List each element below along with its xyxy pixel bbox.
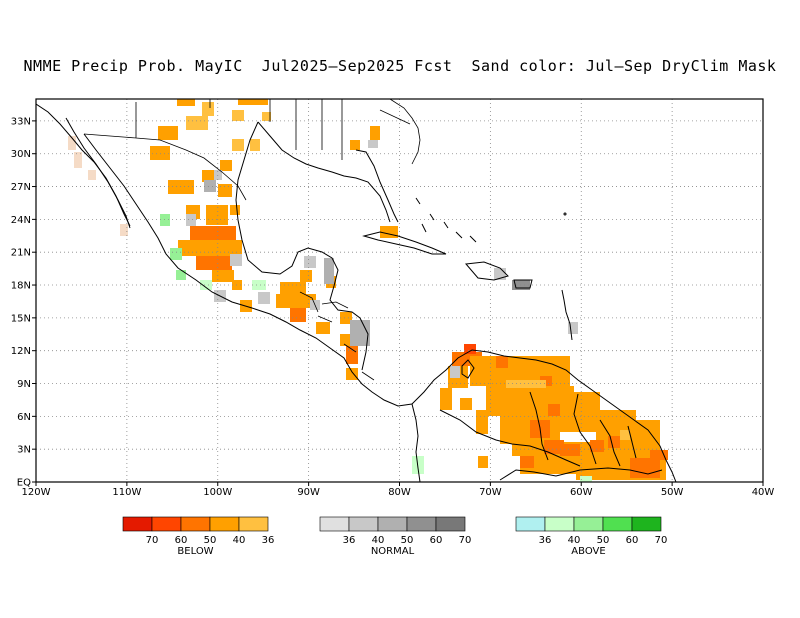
legend-tick-label: 60	[626, 535, 639, 546]
lon-tick-label: 120W	[22, 487, 51, 498]
legend-category-label: NORMAL	[371, 546, 415, 557]
legend-tick-label: 40	[233, 535, 246, 546]
country-borders	[83, 99, 438, 381]
legend-tick-label: 36	[539, 535, 552, 546]
longitude-axis: 120W 110W 100W 90W 80W 70W 60W 50W 40W	[22, 482, 775, 498]
legend-tick-label: 70	[459, 535, 472, 546]
lat-tick-label: EQ	[17, 478, 31, 489]
lat-tick-label: 33N	[11, 116, 31, 127]
legend-tick-label: 70	[146, 535, 159, 546]
lon-tick-label: 50W	[661, 487, 684, 498]
normal-cells	[186, 140, 578, 378]
legend-below: 70 60 50 40 36 BELOW	[122, 516, 275, 557]
lat-tick-label: 18N	[11, 281, 31, 292]
lat-tick-label: 9N	[17, 379, 31, 390]
lat-tick-label: 27N	[11, 182, 31, 193]
legend-tick-label: 60	[175, 535, 188, 546]
legend-tick-label: 36	[343, 535, 356, 546]
probability-cells	[68, 99, 668, 482]
lat-tick-label: 30N	[11, 149, 31, 160]
lat-tick-label: 6N	[17, 412, 31, 423]
legend-swatch	[348, 516, 379, 532]
legend-swatch	[151, 516, 182, 532]
lat-tick-label: 21N	[11, 248, 31, 259]
legend-normal: 36 40 50 60 70 NORMAL	[319, 516, 472, 557]
legend-tick-label: 60	[430, 535, 443, 546]
lon-tick-label: 60W	[570, 487, 593, 498]
legend-above: 36 40 50 60 70 ABOVE	[515, 516, 668, 557]
legend-swatch	[406, 516, 437, 532]
legend-tick-label: 50	[401, 535, 414, 546]
lat-tick-label: 15N	[11, 313, 31, 324]
lon-tick-label: 80W	[388, 487, 411, 498]
legend-swatch	[631, 516, 662, 532]
legend-swatch	[238, 516, 269, 532]
legend-swatch	[319, 516, 350, 532]
map-title: NMME Precip Prob. MayIC Jul2025–Sep2025 …	[23, 57, 777, 75]
legend-swatch	[515, 516, 546, 532]
lon-tick-label: 110W	[112, 487, 141, 498]
legend-tick-label: 40	[568, 535, 581, 546]
legend-swatch	[122, 516, 153, 532]
legend-tick-label: 50	[597, 535, 610, 546]
legend-category-label: BELOW	[177, 546, 213, 557]
legend-tick-label: 50	[204, 535, 217, 546]
lon-tick-label: 40W	[752, 487, 775, 498]
lon-tick-label: 70W	[479, 487, 502, 498]
legend-swatch	[544, 516, 575, 532]
legend-swatch	[209, 516, 240, 532]
legend-tick-label: 70	[655, 535, 668, 546]
legend-swatch	[602, 516, 633, 532]
coastlines	[36, 103, 677, 482]
lat-tick-label: 24N	[11, 215, 31, 226]
latitude-axis: EQ 3N 6N 9N 12N 15N 18N 21N 24N 27N 30N 33N	[11, 116, 36, 489]
legend-tick-label: 36	[262, 535, 275, 546]
lon-tick-label: 90W	[297, 487, 320, 498]
legend-category-label: ABOVE	[571, 546, 605, 557]
legend-swatch	[377, 516, 408, 532]
legend-swatch	[180, 516, 211, 532]
lat-tick-label: 12N	[11, 346, 31, 357]
legend-swatch	[573, 516, 604, 532]
legend-tick-label: 40	[372, 535, 385, 546]
lon-tick-label: 100W	[203, 487, 232, 498]
below-cells-mexico	[150, 99, 398, 380]
dry-mask-cells	[68, 136, 128, 236]
lat-tick-label: 3N	[17, 445, 31, 456]
legend-swatch	[435, 516, 466, 532]
below-cells-south-america	[440, 344, 668, 480]
above-cells	[160, 214, 592, 482]
